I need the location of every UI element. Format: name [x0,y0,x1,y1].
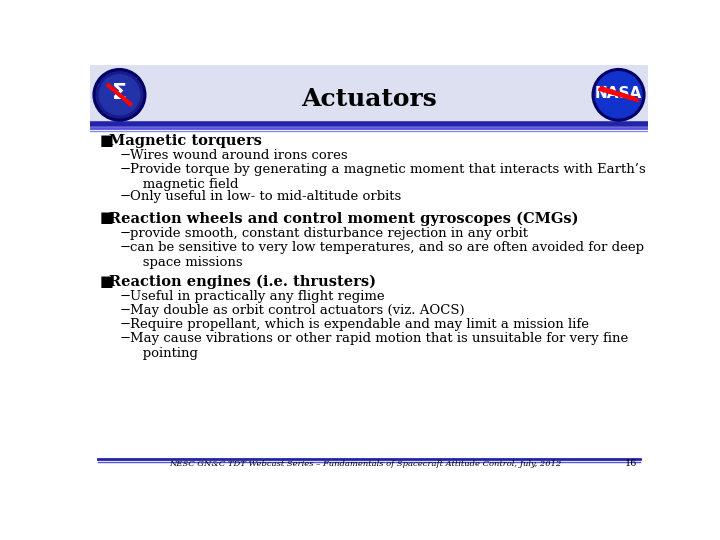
Text: provide smooth, constant disturbance rejection in any orbit: provide smooth, constant disturbance rej… [130,226,528,240]
Text: Only useful in low- to mid-altitude orbits: Only useful in low- to mid-altitude orbi… [130,190,402,202]
Text: −: − [120,304,130,317]
Text: Actuators: Actuators [301,87,437,111]
Bar [90,125,648,481]
Bar [90,65,648,125]
Circle shape [93,69,145,121]
Circle shape [593,69,645,121]
Text: −: − [120,164,130,177]
Text: Useful in practically any flight regime: Useful in practically any flight regime [130,289,385,302]
Text: −: − [120,318,130,331]
Text: −: − [120,149,130,162]
Text: Magnetic torquers: Magnetic torquers [109,134,261,148]
Text: NESC GN&C TDT Webcast Series – Fundamentals of Spacecraft Attitude Control, July: NESC GN&C TDT Webcast Series – Fundament… [169,460,562,468]
Text: −: − [120,241,130,254]
Circle shape [99,75,140,115]
Text: −: − [120,289,130,302]
Text: NASA: NASA [595,86,642,101]
Text: −: − [120,226,130,240]
Text: ■: ■ [99,134,113,148]
Text: −: − [120,190,130,202]
Text: ■: ■ [99,212,113,226]
Text: can be sensitive to very low temperatures, and so are often avoided for deep
   : can be sensitive to very low temperature… [130,241,644,269]
Text: Wires wound around irons cores: Wires wound around irons cores [130,149,348,162]
Circle shape [96,72,143,118]
Text: 16: 16 [625,460,637,468]
Text: −: − [120,333,130,346]
Text: Require propellant, which is expendable and may limit a mission life: Require propellant, which is expendable … [130,318,589,331]
Text: May double as orbit control actuators (viz. AOCS): May double as orbit control actuators (v… [130,304,465,317]
Text: Provide torque by generating a magnetic moment that interacts with Earth’s
   ma: Provide torque by generating a magnetic … [130,164,646,191]
Text: ■: ■ [99,275,113,288]
Text: Reaction engines (i.e. thrusters): Reaction engines (i.e. thrusters) [109,275,376,289]
Text: May cause vibrations or other rapid motion that is unsuitable for very fine
   p: May cause vibrations or other rapid moti… [130,333,629,360]
Text: Σ: Σ [112,83,127,103]
Text: Reaction wheels and control moment gyroscopes (CMGs): Reaction wheels and control moment gyros… [109,212,578,226]
Circle shape [595,72,642,118]
